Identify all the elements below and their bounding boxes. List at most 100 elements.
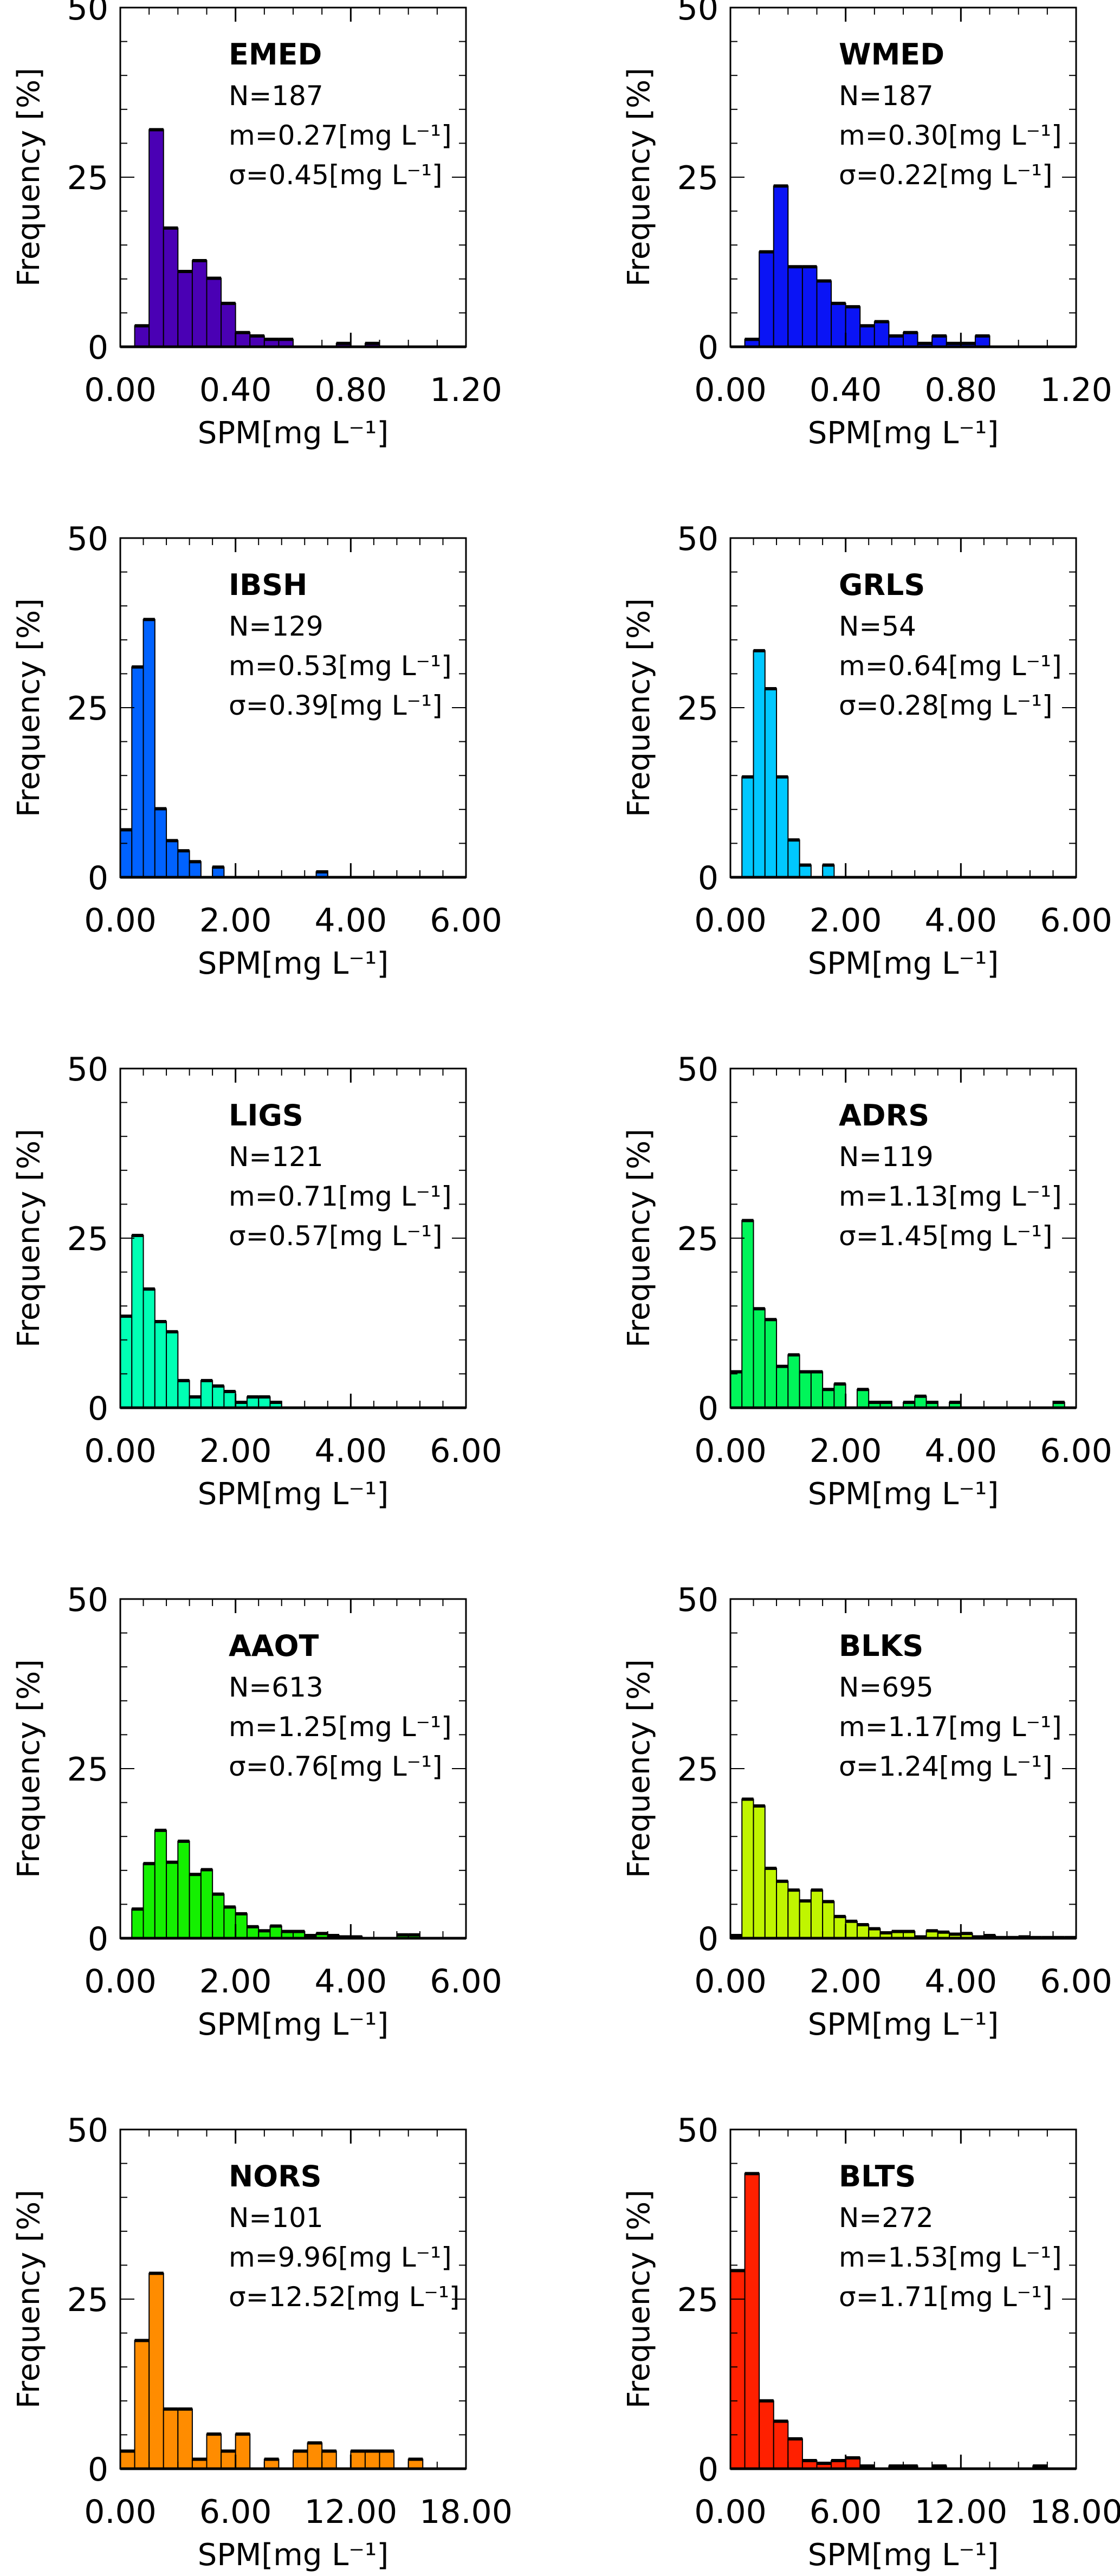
histogram-bar: [154, 1829, 167, 1939]
histogram-bar: [753, 650, 766, 878]
x-tick-label: 4.00: [925, 902, 998, 940]
y-tick-label: 25: [67, 1220, 108, 1258]
y-axis-label: Frequency [%]: [621, 598, 657, 817]
x-tick-label: 4.00: [315, 1963, 387, 2001]
histogram-bar: [293, 2450, 308, 2470]
histogram-bar: [845, 306, 861, 348]
histogram-bar: [741, 1220, 754, 1408]
y-tick-label: 0: [88, 329, 108, 367]
x-tick-label: 2.00: [199, 1963, 272, 2001]
histogram-bar: [741, 1798, 754, 1939]
x-tick-label: 0.00: [84, 1432, 157, 1470]
histogram-bar: [134, 2340, 150, 2470]
histogram-bar: [810, 1371, 824, 1409]
y-axis-label: Frequency [%]: [621, 1659, 657, 1878]
histogram-bar: [154, 1321, 167, 1409]
mean-label: m=0.64[mg L⁻¹]: [839, 650, 1062, 682]
sigma-label: σ=0.45[mg L⁻¹]: [229, 159, 443, 191]
sigma-label: σ=0.39[mg L⁻¹]: [229, 690, 443, 721]
x-axis-label: SPM[mg L⁻¹]: [808, 416, 999, 451]
histogram-bar: [131, 1908, 144, 1939]
histogram-bar: [873, 321, 890, 348]
histogram-bar: [235, 1913, 248, 1939]
region-title: BLKS: [839, 1629, 923, 1663]
sample-count: N=187: [839, 80, 934, 112]
sigma-label: σ=0.57[mg L⁻¹]: [229, 1220, 443, 1252]
x-tick-label: 0.00: [694, 1963, 767, 2001]
histogram-bar: [163, 2408, 179, 2470]
histogram-bar: [200, 1869, 213, 1939]
histogram-bar: [223, 1906, 236, 1939]
mean-label: m=1.13[mg L⁻¹]: [839, 1181, 1062, 1212]
y-axis-label: Frequency [%]: [11, 1129, 47, 1348]
y-axis-label: Frequency [%]: [621, 2190, 657, 2409]
histogram-bar: [321, 2450, 337, 2470]
x-tick-label: 0.00: [84, 371, 157, 409]
y-tick-label: 25: [677, 2281, 718, 2319]
histogram-bar: [206, 2433, 222, 2469]
y-tick-label: 25: [67, 690, 108, 728]
mean-label: m=1.17[mg L⁻¹]: [839, 1711, 1062, 1743]
histogram-bar: [845, 2457, 861, 2469]
y-tick-label: 50: [677, 1051, 718, 1089]
histogram-bar: [134, 325, 150, 347]
histogram-bar: [787, 1889, 800, 1939]
histogram-bar: [845, 1920, 858, 1939]
histogram-bar: [258, 1396, 271, 1409]
x-tick-label: 0.40: [810, 371, 882, 409]
sample-count: N=695: [839, 1672, 934, 1703]
histogram-bar: [787, 266, 803, 347]
histogram-bar: [206, 277, 222, 347]
histogram-bar: [773, 185, 789, 347]
histogram-bar: [212, 1893, 225, 1939]
region-title: BLTS: [839, 2159, 916, 2193]
y-tick-label: 25: [677, 159, 718, 197]
x-tick-label: 1.20: [1040, 371, 1112, 409]
x-tick-label: 0.00: [694, 902, 767, 940]
panel-wmed: 0.00 0.40 0.80 1.20 0 25 50 SPM[mg L⁻¹] Frequenc…: [621, 0, 1112, 451]
y-tick-label: 0: [88, 859, 108, 897]
histogram-bar: [914, 1395, 927, 1409]
histogram-bar: [787, 839, 800, 878]
y-tick-label: 0: [698, 329, 718, 367]
histogram-bar: [177, 2408, 193, 2470]
x-tick-label: 0.00: [694, 2493, 767, 2531]
x-tick-label: 18.00: [419, 2493, 513, 2531]
histogram-bar: [143, 1863, 156, 1939]
histogram-bar: [753, 1805, 766, 1939]
histogram-bar: [307, 2442, 323, 2469]
y-tick-label: 50: [677, 2112, 718, 2150]
histogram-bar: [143, 1288, 156, 1408]
panel-aaot: 0.00 2.00 4.00 6.00 0 25 50 SPM[mg L⁻¹] Frequenc…: [11, 1581, 502, 2042]
histogram-bar: [249, 335, 265, 348]
histogram-bar: [799, 864, 812, 878]
panel-ibsh: 0.00 2.00 4.00 6.00 0 25 50 SPM[mg L⁻¹] Frequenc…: [11, 520, 502, 981]
histogram-bar: [177, 1840, 190, 1939]
histogram-bar: [166, 1861, 179, 1939]
histogram-bar: [143, 619, 156, 878]
x-tick-label: 6.00: [1040, 1963, 1112, 2001]
mean-label: m=0.27[mg L⁻¹]: [229, 120, 452, 151]
y-axis-label: Frequency [%]: [621, 1129, 657, 1348]
histogram-bar: [200, 1380, 213, 1408]
y-axis-label: Frequency [%]: [11, 1659, 47, 1878]
histogram-bar: [154, 808, 167, 878]
x-tick-label: 4.00: [315, 902, 387, 940]
x-axis-label: SPM[mg L⁻¹]: [198, 416, 389, 451]
histogram-bar: [759, 2400, 774, 2469]
x-axis-label: SPM[mg L⁻¹]: [198, 2007, 389, 2042]
x-tick-label: 4.00: [315, 1432, 387, 1470]
panel-adrs: 0.00 2.00 4.00 6.00 0 25 50 SPM[mg L⁻¹] Frequenc…: [621, 1051, 1112, 1512]
region-title: NORS: [229, 2159, 322, 2193]
histogram-bar: [166, 1331, 179, 1408]
y-axis-label: Frequency [%]: [11, 68, 47, 287]
region-title: ADRS: [839, 1098, 929, 1132]
sigma-label: σ=1.45[mg L⁻¹]: [839, 1220, 1053, 1252]
histogram-bar: [223, 1390, 236, 1408]
sample-count: N=121: [229, 1141, 323, 1173]
histogram-bar: [166, 840, 179, 878]
sample-count: N=272: [839, 2202, 934, 2234]
histogram-bar: [856, 1389, 870, 1409]
x-tick-label: 12.00: [914, 2493, 1007, 2531]
histogram-bar: [246, 1396, 260, 1409]
